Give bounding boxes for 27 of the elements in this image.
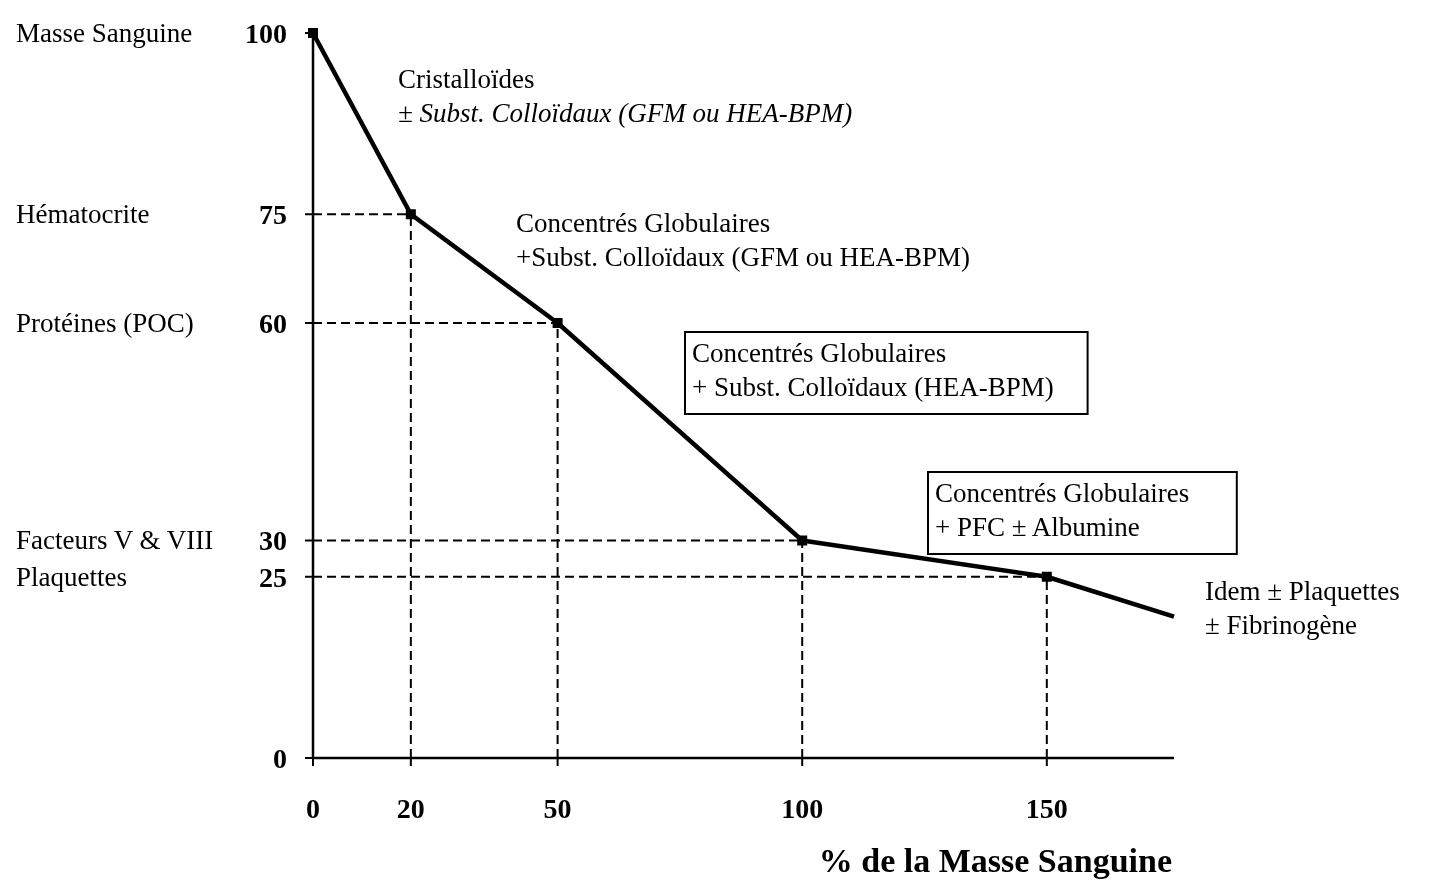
text: Facteurs V & VIII <box>16 525 214 555</box>
point <box>552 318 563 328</box>
y-tick-label: 25 <box>259 561 287 593</box>
text: Protéines (POC) <box>16 308 194 338</box>
y-tick-label: 75 <box>259 199 287 231</box>
point <box>797 535 808 546</box>
y-tick-label: 30 <box>259 525 287 557</box>
x-tick-label: 20 <box>396 793 425 824</box>
point <box>1041 571 1052 582</box>
x-tick-label: 0 <box>306 793 320 824</box>
x-axis-title: % de la Masse Sanguine <box>818 842 1172 879</box>
point <box>405 209 416 220</box>
point <box>308 28 318 38</box>
annotation: Cristalloïdes ± Subst. Colloïdaux (GFM ou HEA-BPM) <box>398 64 853 128</box>
x-tick-label: 100 <box>781 793 824 824</box>
y-tick-label: 60 <box>259 307 287 339</box>
text: Hématocrite <box>16 199 150 229</box>
annotation: Concentrés Globulaires + PFC ± Albumine <box>935 478 1190 542</box>
x-tick-label: 50 <box>543 793 572 824</box>
text: Plaquettes <box>16 562 127 592</box>
annotation: Concentrés Globulaires +Subst. Colloïdaux (GFM ou HEA-BPM) <box>516 208 971 272</box>
text: Masse Sanguine <box>16 18 193 48</box>
annotation: Concentrés Globulaires + Subst. Colloïdaux (HEA-BPM) <box>692 338 1054 402</box>
x-tick-label: 150 <box>1025 793 1068 824</box>
text: Idem ± Plaquettes ± Fibrinogène <box>1205 576 1400 640</box>
y-tick-label: 0 <box>273 742 287 774</box>
y-tick-label: 100 <box>245 17 287 49</box>
